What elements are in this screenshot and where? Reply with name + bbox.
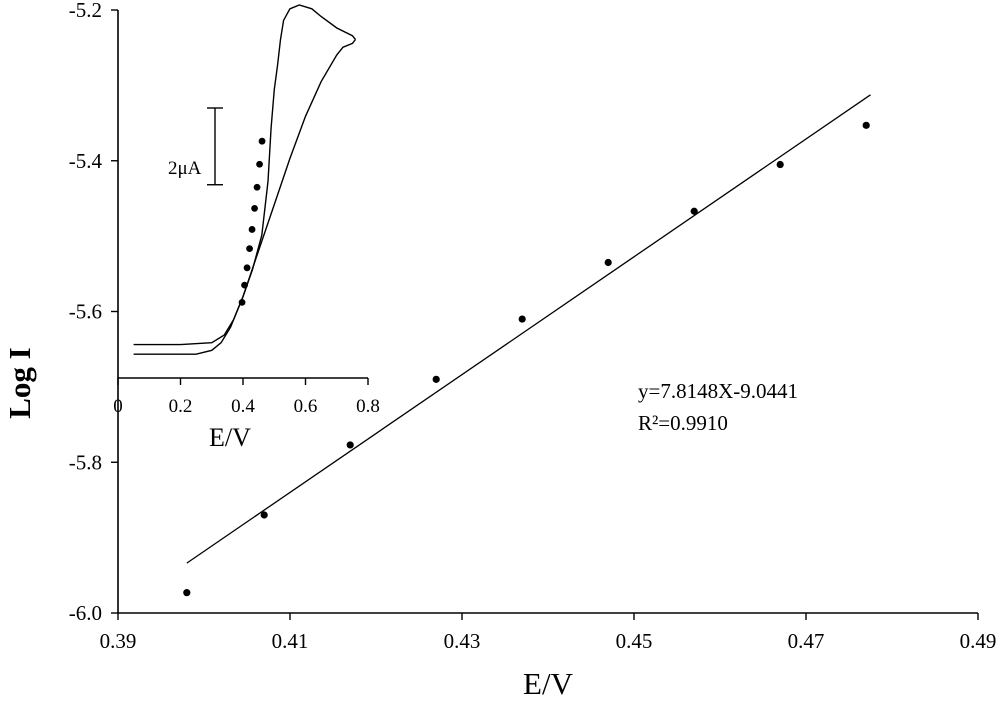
inset-scale-bar — [207, 107, 223, 186]
main-y-ticks: -6.0 -5.8 -5.6 -5.4 -5.2 — [69, 0, 118, 625]
main-x-tick-label: 0.41 — [272, 629, 309, 653]
main-x-tick-label: 0.39 — [100, 629, 137, 653]
main-fit-layer — [186, 94, 871, 564]
main-data-point — [862, 121, 870, 129]
fit-equation: y=7.8148X-9.0441 — [638, 379, 798, 403]
cv-reverse-scan — [133, 4, 357, 346]
inset-x-tick-label: 0.4 — [231, 396, 255, 417]
inset-x-tick-label: 0.2 — [169, 396, 193, 417]
cv-forward-scan — [133, 39, 357, 355]
main-y-tick-label: -6.0 — [69, 601, 102, 625]
inset-data-point — [238, 298, 246, 306]
main-x-axis-title: E/V — [523, 666, 574, 701]
main-y-axis-title: Log I — [2, 347, 37, 419]
main-x-tick-label: 0.49 — [960, 629, 997, 653]
inset-x-axis-title: E/V — [209, 423, 251, 452]
inset-data-point — [251, 204, 258, 212]
inset-data-point — [256, 160, 263, 168]
inset-curve-layer — [133, 4, 357, 355]
main-x-tick-label: 0.45 — [616, 629, 653, 653]
inset-points-layer — [238, 137, 266, 306]
main-data-point — [260, 511, 268, 519]
main-data-point — [183, 589, 191, 597]
main-data-point — [432, 375, 440, 383]
main-data-point — [604, 258, 612, 267]
inset-data-point — [241, 281, 248, 289]
inset-data-point — [248, 226, 256, 233]
inset-scale-bar-label: 2μA — [168, 158, 202, 179]
inset-x-tick-label: 0.6 — [294, 396, 318, 417]
main-y-tick-label: -5.6 — [69, 300, 102, 324]
main-y-tick-label: -5.2 — [69, 0, 102, 22]
main-data-point — [776, 160, 784, 169]
inset-chart: 0 0.2 0.4 0.6 0.8 E/V 2μA — [113, 4, 380, 452]
fit-line — [186, 94, 871, 564]
main-x-tick-label: 0.43 — [444, 629, 481, 653]
inset-x-tick-label: 0 — [113, 396, 123, 417]
inset-x-ticks: 0 0.2 0.4 0.6 0.8 — [113, 378, 380, 417]
fit-r-squared: R²=0.9910 — [638, 411, 728, 435]
main-data-point — [518, 315, 526, 323]
main-data-point — [346, 441, 354, 449]
inset-data-point — [246, 245, 253, 253]
main-y-tick-label: -5.4 — [69, 149, 103, 173]
main-data-point — [690, 207, 698, 215]
inset-data-point — [258, 137, 266, 145]
inset-data-point — [243, 264, 251, 272]
inset-data-point — [253, 183, 261, 191]
main-points-layer — [183, 121, 870, 597]
inset-x-tick-label: 0.8 — [356, 396, 380, 417]
main-x-ticks: 0.39 0.41 0.43 0.45 0.47 0.49 — [100, 613, 997, 653]
main-x-tick-label: 0.47 — [788, 629, 825, 653]
main-y-tick-label: -5.8 — [69, 450, 102, 474]
